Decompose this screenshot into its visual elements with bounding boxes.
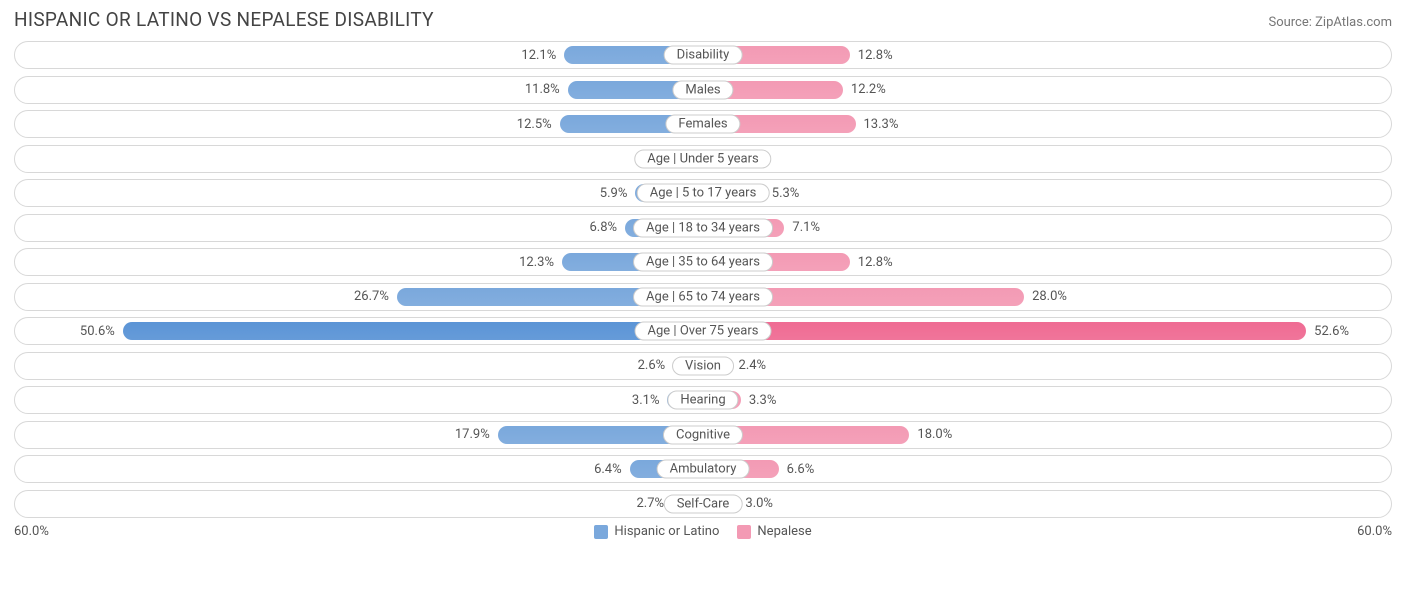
chart-row: 3.1% 3.3%Hearing (14, 386, 1392, 414)
category-label: Age | 65 to 74 years (633, 287, 773, 306)
category-label: Ambulatory (657, 460, 750, 479)
chart-footer: 60.0% Hispanic or Latino Nepalese 60.0% (14, 524, 1392, 539)
chart-row: 50.6% 52.6% Age | Over 75 years (14, 317, 1392, 345)
chart-row: 5.9%5.3%Age | 5 to 17 years (14, 179, 1392, 207)
value-label-left: 3.1% (632, 387, 668, 413)
chart-row: 17.9% 18.0% Cognitive (14, 421, 1392, 449)
value-label-left: 12.3% (519, 249, 562, 275)
chart-header: HISPANIC OR LATINO VS NEPALESE DISABILIT… (14, 8, 1392, 31)
value-label-right: 28.0% (1024, 284, 1067, 310)
legend-label-right: Nepalese (757, 524, 811, 539)
category-label: Vision (672, 356, 734, 375)
value-label-right: 2.4% (731, 353, 767, 379)
legend-item-right: Nepalese (737, 524, 811, 539)
value-label-left: 12.5% (517, 111, 560, 137)
legend: Hispanic or Latino Nepalese (594, 524, 811, 539)
chart-row: 6.4% 6.6% Ambulatory (14, 455, 1392, 483)
value-label-left: 12.1% (521, 42, 564, 68)
value-label-right: 3.3% (741, 387, 777, 413)
value-label-left: 50.6% (80, 318, 123, 344)
chart-source: Source: ZipAtlas.com (1268, 15, 1392, 30)
bar-right (703, 322, 1306, 340)
value-label-right: 18.0% (909, 422, 952, 448)
category-label: Age | Under 5 years (634, 149, 771, 168)
category-label: Males (672, 80, 733, 99)
category-label: Age | 18 to 34 years (633, 218, 773, 237)
chart-row: 12.5% 13.3% Females (14, 110, 1392, 138)
value-label-left: 5.9% (600, 180, 636, 206)
chart-row: 2.6% 2.4%Vision (14, 352, 1392, 380)
value-label-left: 26.7% (354, 284, 397, 310)
legend-item-left: Hispanic or Latino (594, 524, 719, 539)
legend-swatch-right (737, 525, 751, 539)
chart-title: HISPANIC OR LATINO VS NEPALESE DISABILIT… (14, 8, 434, 31)
value-label-left: 11.8% (525, 77, 568, 103)
value-label-right: 3.0% (737, 491, 773, 517)
category-label: Cognitive (663, 425, 743, 444)
value-label-right: 13.3% (856, 111, 899, 137)
value-label-right: 6.6% (779, 456, 815, 482)
category-label: Age | 35 to 64 years (633, 253, 773, 272)
category-label: Females (665, 115, 740, 134)
chart-row: 12.1% 12.8% Disability (14, 41, 1392, 69)
value-label-left: 6.4% (594, 456, 630, 482)
legend-label-left: Hispanic or Latino (614, 524, 719, 539)
value-label-right: 52.6% (1306, 318, 1349, 344)
chart-row: 11.8% 12.2% Males (14, 76, 1392, 104)
value-label-left: 17.9% (455, 422, 498, 448)
category-label: Age | 5 to 17 years (637, 184, 770, 203)
legend-swatch-left (594, 525, 608, 539)
bar-left (123, 322, 703, 340)
category-label: Self-Care (664, 494, 743, 513)
axis-max-left: 60.0% (14, 524, 49, 539)
value-label-right: 12.8% (850, 249, 893, 275)
chart-row: 6.8% 7.1% Age | 18 to 34 years (14, 214, 1392, 242)
category-label: Age | Over 75 years (635, 322, 772, 341)
chart-row: 1.3%0.97%Age | Under 5 years (14, 145, 1392, 173)
value-label-right: 12.8% (850, 42, 893, 68)
value-label-left: 2.6% (638, 353, 674, 379)
chart-row: 12.3% 12.8% Age | 35 to 64 years (14, 248, 1392, 276)
value-label-right: 12.2% (843, 77, 886, 103)
category-label: Disability (664, 46, 743, 65)
value-label-left: 6.8% (589, 215, 625, 241)
chart-row: 2.7%3.0%Self-Care (14, 490, 1392, 518)
chart-row: 26.7% 28.0% Age | 65 to 74 years (14, 283, 1392, 311)
value-label-right: 7.1% (784, 215, 820, 241)
diverging-bar-chart: 12.1% 12.8% Disability 11.8% 12.2% Males 12.5%… (14, 41, 1392, 518)
axis-max-right: 60.0% (1357, 524, 1392, 539)
category-label: Hearing (667, 391, 738, 410)
